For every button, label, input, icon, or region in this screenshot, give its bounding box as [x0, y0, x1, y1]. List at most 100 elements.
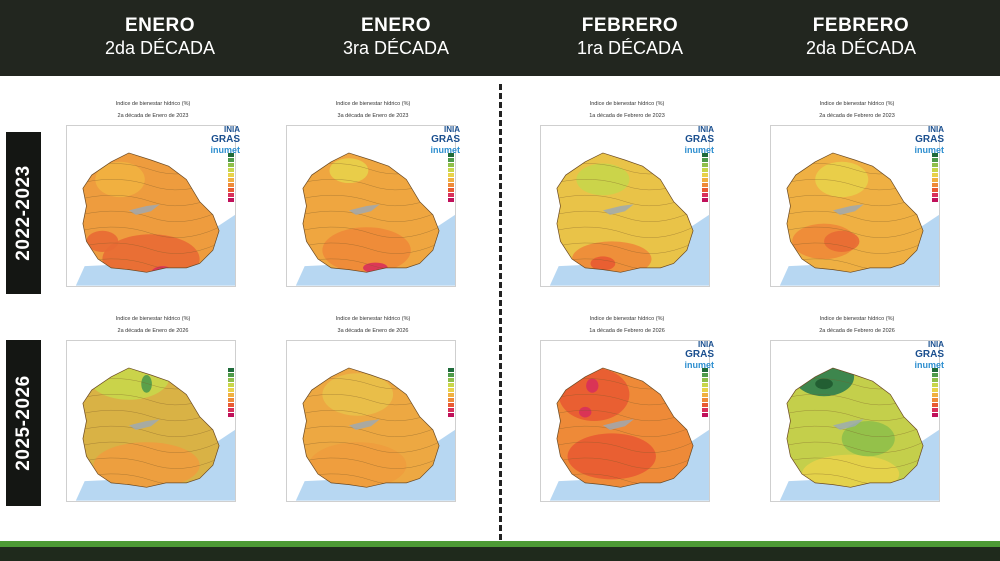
color-legend [702, 153, 720, 203]
map-panel: Indice de bienestar hídrico (%) 1a década… [532, 310, 722, 515]
column-header-3: FEBRERO 1ra DÉCADA [530, 14, 730, 60]
map-title: Indice de bienestar hídrico (%) [115, 316, 191, 322]
legend-swatch [228, 178, 234, 182]
legend-swatch [932, 368, 938, 372]
legend-swatch [448, 403, 454, 407]
color-legend [228, 153, 246, 203]
legend-swatch [448, 153, 454, 157]
gras-logo: GRAS [211, 134, 240, 145]
map-panel: Indice de bienestar hídrico (%) 2a década… [762, 95, 952, 300]
column-header-2: ENERO 3ra DÉCADA [296, 14, 496, 60]
column-header-1: ENERO 2da DÉCADA [60, 14, 260, 60]
uruguay-map [540, 340, 710, 502]
legend-swatch [932, 163, 938, 167]
gras-logo: GRAS [915, 349, 944, 360]
column-decade: 1ra DÉCADA [576, 38, 684, 58]
institution-logos: INIA GRAS inumet [668, 125, 714, 155]
institution-logos: INIA GRAS inumet [194, 125, 240, 155]
legend-swatch [932, 378, 938, 382]
legend-swatch [228, 413, 234, 417]
map-subtitle: 3a década de Enero de 2026 [337, 328, 409, 334]
gras-logo: GRAS [685, 349, 714, 360]
legend-swatch [932, 173, 938, 177]
map-subtitle: 3a década de Enero de 2023 [337, 113, 409, 119]
legend-swatch [448, 178, 454, 182]
legend-swatch [228, 168, 234, 172]
inia-logo: INIA [698, 125, 714, 134]
legend-swatch [932, 168, 938, 172]
legend-swatch [932, 393, 938, 397]
column-decade: 2da DÉCADA [805, 38, 917, 58]
legend-swatch [228, 383, 234, 387]
legend-swatch [228, 153, 234, 157]
legend-swatch [228, 408, 234, 412]
legend-swatch [932, 158, 938, 162]
legend-swatch [228, 368, 234, 372]
column-month: FEBRERO [581, 15, 679, 36]
legend-swatch [228, 393, 234, 397]
map-title: Indice de bienestar hídrico (%) [819, 316, 895, 322]
legend-swatch [702, 408, 708, 412]
map-panel: Indice de bienestar hídrico (%) 3a década… [278, 310, 468, 515]
map-panel: Indice de bienestar hídrico (%) 3a década… [278, 95, 468, 300]
legend-swatch [702, 388, 708, 392]
legend-swatch [228, 373, 234, 377]
map-panel: Indice de bienestar hídrico (%) 2a década… [762, 310, 952, 515]
inumet-logo: inumet [914, 145, 944, 155]
color-legend [448, 368, 466, 418]
column-month: FEBRERO [812, 15, 910, 36]
legend-swatch [702, 413, 708, 417]
legend-swatch [228, 158, 234, 162]
color-legend [932, 368, 950, 418]
legend-swatch [932, 183, 938, 187]
map-title: Indice de bienestar hídrico (%) [115, 101, 191, 107]
legend-swatch [228, 193, 234, 197]
map-title: Indice de bienestar hídrico (%) [819, 101, 895, 107]
legend-swatch [932, 153, 938, 157]
legend-swatch [702, 188, 708, 192]
color-legend [702, 368, 720, 418]
map-title: Indice de bienestar hídrico (%) [335, 316, 411, 322]
map-panel: Indice de bienestar hídrico (%) 2a década… [58, 95, 248, 300]
map-subtitle: 2a década de Febrero de 2023 [819, 113, 895, 119]
dashed-divider [499, 84, 502, 540]
gras-logo: GRAS [915, 134, 944, 145]
legend-swatch [932, 413, 938, 417]
season-label-text: 2022-2023 [12, 165, 34, 261]
legend-swatch [448, 163, 454, 167]
legend-swatch [702, 198, 708, 202]
uruguay-map [286, 340, 456, 502]
inia-logo: INIA [928, 125, 944, 134]
legend-swatch [932, 198, 938, 202]
legend-swatch [448, 373, 454, 377]
uruguay-map [66, 125, 236, 287]
map-subtitle: 2a década de Enero de 2023 [117, 113, 189, 119]
legend-swatch [702, 193, 708, 197]
legend-swatch [702, 173, 708, 177]
color-legend [228, 368, 246, 418]
footer-green-stripe [0, 541, 1000, 547]
legend-swatch [702, 368, 708, 372]
institution-logos: INIA GRAS inumet [898, 340, 944, 370]
institution-logos: INIA GRAS inumet [414, 125, 460, 155]
footer-bar [0, 541, 1000, 561]
column-month: ENERO [124, 15, 196, 36]
map-title: Indice de bienestar hídrico (%) [589, 101, 665, 107]
gras-logo: GRAS [685, 134, 714, 145]
legend-swatch [448, 158, 454, 162]
uruguay-map [540, 125, 710, 287]
legend-swatch [702, 183, 708, 187]
header-bar: ENERO 2da DÉCADA ENERO 3ra DÉCADA FEBRER… [0, 0, 1000, 76]
inumet-logo: inumet [684, 145, 714, 155]
inumet-logo: inumet [684, 360, 714, 370]
legend-swatch [932, 398, 938, 402]
inia-logo: INIA [698, 340, 714, 349]
color-legend [448, 153, 466, 203]
legend-swatch [228, 388, 234, 392]
legend-swatch [448, 368, 454, 372]
legend-swatch [702, 383, 708, 387]
legend-swatch [228, 403, 234, 407]
institution-logos: INIA GRAS inumet [668, 340, 714, 370]
inumet-logo: inumet [210, 145, 240, 155]
column-decade: 2da DÉCADA [104, 38, 216, 58]
